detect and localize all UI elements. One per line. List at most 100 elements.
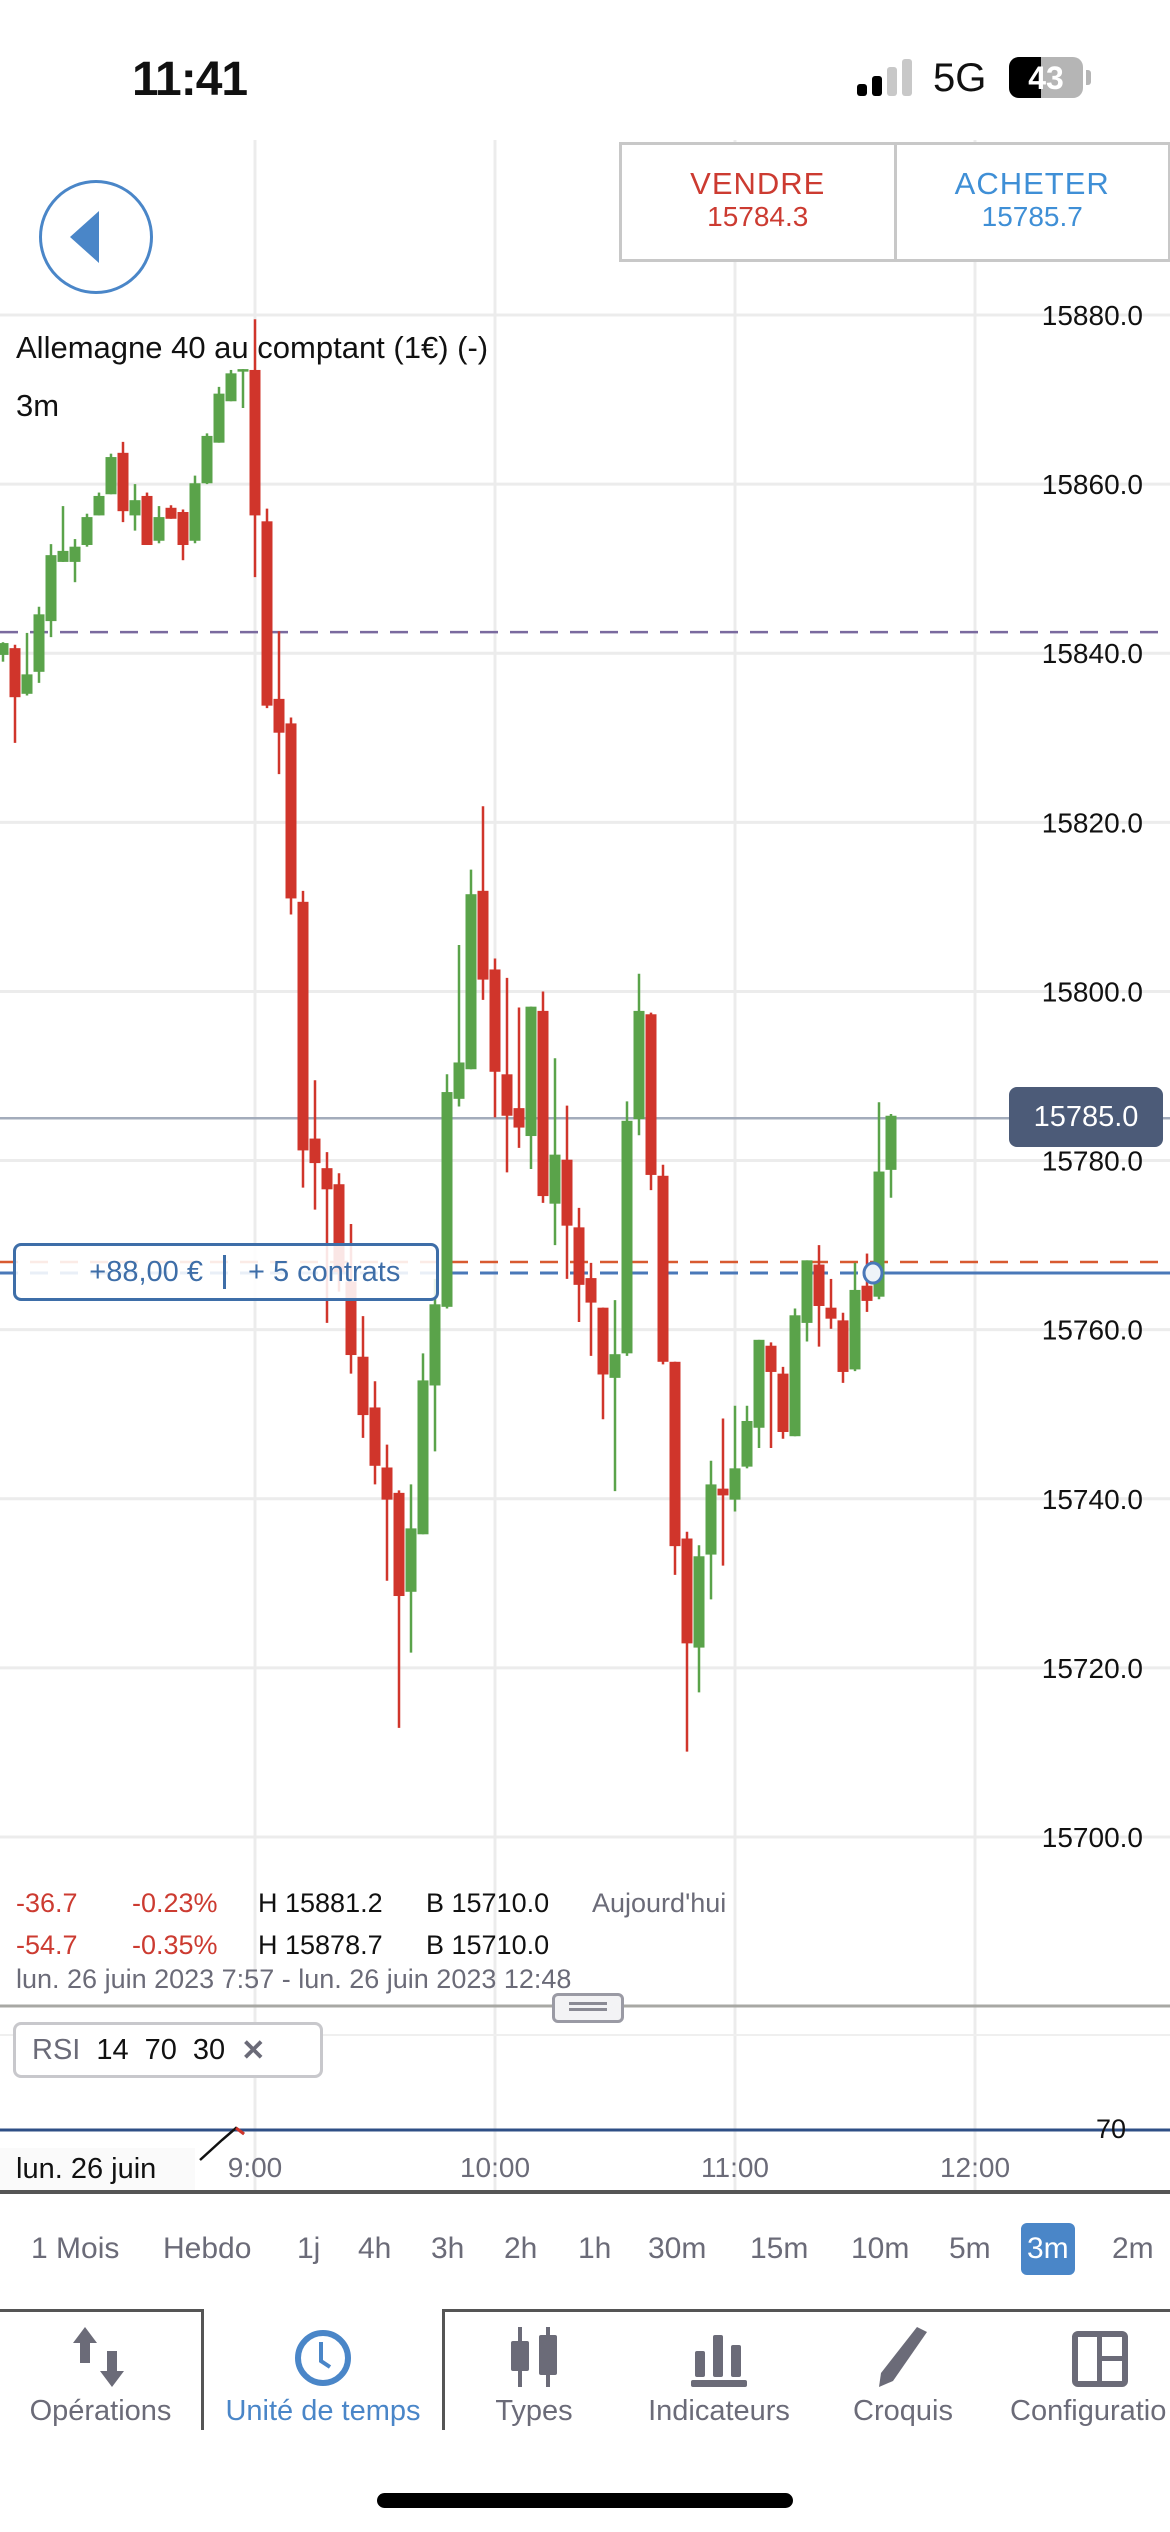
timeframe-2m[interactable]: 2m	[1112, 2232, 1154, 2265]
y-tick-label: 15760.0	[1042, 1315, 1143, 1346]
tab-border	[201, 2309, 204, 2430]
candle-body	[285, 723, 297, 899]
candle-body	[333, 1184, 345, 1273]
panel-resize-handle[interactable]	[552, 1993, 624, 2023]
candle-body	[249, 369, 261, 516]
back-button[interactable]	[39, 180, 153, 294]
tab-border	[442, 2309, 445, 2430]
tab-border	[0, 2309, 203, 2312]
tab-label: Unité de temps	[225, 2395, 421, 2427]
tab-label: Indicateurs	[648, 2395, 790, 2427]
candle-body	[657, 1175, 669, 1362]
candle-body	[501, 1074, 513, 1116]
buy-price: 15785.7	[981, 201, 1083, 232]
buy-button[interactable]: ACHETER 15785.7	[893, 145, 1169, 259]
candle-body	[33, 614, 45, 672]
tab-label: Opérations	[29, 2395, 172, 2427]
candle-body	[177, 512, 189, 545]
candle-body	[789, 1315, 801, 1437]
tab-indicateurs[interactable]: Indicateurs	[623, 2311, 815, 2429]
trade-buttons: VENDRE 15784.3 ACHETER 15785.7	[619, 142, 1170, 262]
network-type: 5G	[933, 56, 987, 100]
candle-body	[225, 373, 237, 402]
high-value: H 15878.7	[258, 1930, 383, 1960]
tab-label: Croquis	[853, 2395, 953, 2427]
clock-icon	[295, 2330, 351, 2386]
candle-body	[57, 550, 69, 562]
candle-body	[369, 1407, 381, 1466]
candle-body	[729, 1468, 741, 1500]
timeframe-3h[interactable]: 3h	[431, 2232, 465, 2265]
current-price-label: 15785.0	[1009, 1087, 1163, 1147]
candle-body	[129, 500, 141, 516]
sell-button[interactable]: VENDRE 15784.3	[622, 145, 894, 259]
tab-label: Configuratio	[1010, 2395, 1167, 2427]
candle-body	[669, 1361, 681, 1547]
remove-indicator-close-icon[interactable]: ✕	[241, 2034, 266, 2067]
rsi-level-label: 70	[1096, 2114, 1127, 2144]
battery-level: 43	[1028, 60, 1064, 96]
rsi-indicator-chip[interactable]: RSI 14 70 30 ✕	[13, 2022, 323, 2078]
x-tick: 11:00	[701, 2152, 769, 2183]
sell-price: 15784.3	[707, 201, 809, 232]
position-separator	[223, 1255, 226, 1289]
chart-bottom-border	[0, 2190, 1170, 2194]
timeframe-30m[interactable]: 30m	[648, 2232, 707, 2265]
rsi-period: 14	[96, 2033, 129, 2066]
candle-body	[489, 969, 501, 1072]
tab-configuration[interactable]: Configuratio	[1000, 2311, 1170, 2429]
y-tick-label: 15700.0	[1042, 1822, 1143, 1853]
candle-body	[513, 1108, 525, 1128]
candle-body	[405, 1528, 417, 1592]
position-pnl: +88,00 €	[89, 1255, 203, 1288]
position-label[interactable]: +88,00 € + 5 contrats	[13, 1243, 439, 1301]
back-arrow-icon	[70, 211, 99, 263]
battery-tip	[1086, 70, 1091, 85]
candle-body	[753, 1339, 765, 1428]
candle-body	[0, 643, 9, 655]
candle-body	[549, 1154, 561, 1204]
y-tick-label: 15820.0	[1042, 807, 1143, 838]
rsi-name: RSI	[32, 2033, 81, 2066]
timeframe-5m[interactable]: 5m	[949, 2232, 991, 2265]
home-indicator[interactable]	[377, 2493, 793, 2508]
timeframe-15m[interactable]: 15m	[750, 2232, 809, 2265]
candle-body	[849, 1289, 861, 1370]
y-tick-label: 15860.0	[1042, 469, 1143, 500]
timeframe-1h[interactable]: 1h	[578, 2232, 612, 2265]
change-percent: -0.23%	[132, 1888, 218, 1918]
timeframe-10m[interactable]: 10m	[851, 2232, 910, 2265]
tab-croquis[interactable]: Croquis	[815, 2311, 991, 2429]
candle-body	[321, 1168, 333, 1190]
candle-body	[873, 1171, 885, 1297]
price-chart[interactable]: 15880.0 15860.0 15840.0 15820.0 15800.0 15780…	[0, 0, 1170, 2200]
y-tick-label: 15740.0	[1042, 1484, 1143, 1515]
timeframe-hebdo[interactable]: Hebdo	[163, 2232, 252, 2265]
candle-body	[837, 1320, 849, 1372]
timeframe-1j[interactable]: 1j	[297, 2232, 321, 2265]
candle-body	[477, 890, 489, 980]
timeframe-1-mois[interactable]: 1 Mois	[31, 2232, 120, 2265]
candle-body	[237, 369, 249, 372]
candle-body	[81, 517, 93, 545]
candle-body	[429, 1304, 441, 1386]
y-tick-label: 15880.0	[1042, 300, 1143, 331]
candle-body	[357, 1356, 369, 1416]
timeframe-2h[interactable]: 2h	[504, 2232, 538, 2265]
y-tick-label: 15840.0	[1042, 638, 1143, 669]
tab-unite-de-temps[interactable]: Unité de temps	[204, 2311, 442, 2429]
battery-icon: 43	[1009, 57, 1083, 98]
timeframe-3m-selected[interactable]: 3m	[1021, 2223, 1075, 2275]
tab-operations[interactable]: Opérations	[0, 2311, 201, 2429]
tab-types[interactable]: Types	[445, 2311, 623, 2429]
y-tick-label: 15800.0	[1042, 976, 1143, 1007]
candle-body	[741, 1420, 753, 1467]
sell-label: VENDRE	[690, 166, 826, 201]
timeframe-4h[interactable]: 4h	[358, 2232, 392, 2265]
candle-body	[45, 555, 57, 622]
candle-body	[813, 1264, 825, 1306]
instrument-title: Allemagne 40 au comptant (1€) (-)	[16, 330, 489, 365]
candle-body	[561, 1159, 573, 1226]
bar-chart-icon	[691, 2335, 747, 2387]
candle-body	[621, 1120, 633, 1354]
